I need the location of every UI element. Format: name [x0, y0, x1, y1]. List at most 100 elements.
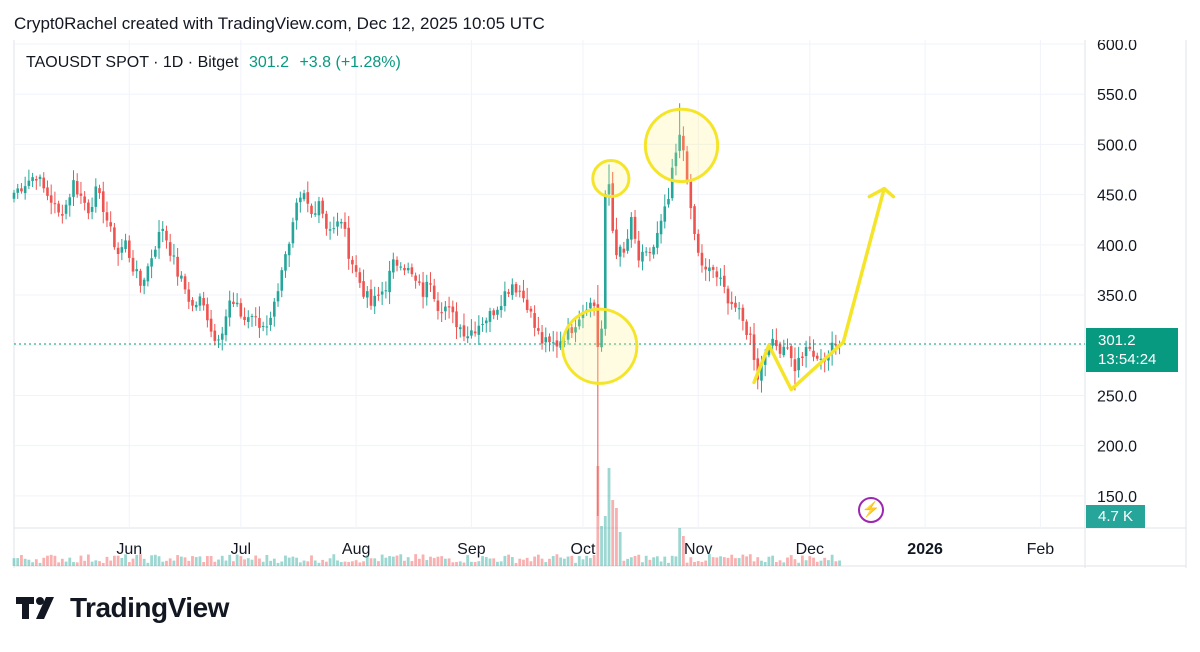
candle-body	[27, 180, 31, 186]
candle-body	[313, 213, 317, 215]
candle-body	[633, 216, 637, 239]
candle-body	[75, 181, 79, 195]
volume-bar	[760, 560, 763, 566]
candle-body	[358, 272, 362, 283]
volume-bar	[280, 561, 284, 566]
volume-bar	[804, 560, 808, 566]
candle-body	[191, 299, 194, 306]
candle-body	[462, 325, 466, 337]
candle-body	[209, 318, 213, 332]
candle-body	[611, 183, 615, 231]
volume-bar	[715, 557, 719, 566]
candle-body	[142, 279, 146, 286]
x-tick-label: Sep	[457, 541, 486, 558]
volume-bar	[187, 560, 191, 566]
volume-bar	[194, 557, 198, 566]
volume-bar	[663, 556, 667, 566]
volume-bar	[447, 558, 451, 566]
candle-body	[540, 332, 544, 344]
candle-body	[217, 339, 220, 341]
volume-bar	[388, 556, 391, 566]
volume-bar	[689, 557, 693, 566]
candle-body	[31, 177, 34, 182]
volume-bar	[291, 556, 295, 566]
y-tick-label: 400.0	[1097, 238, 1137, 255]
candle-body	[685, 151, 689, 181]
candle-body	[325, 213, 328, 229]
candle-body	[109, 222, 112, 227]
volume-bar	[626, 558, 629, 566]
volume-bar	[68, 557, 72, 566]
volume-bar	[533, 556, 537, 566]
lightning-icon[interactable]: ⚡	[858, 497, 884, 523]
volume-bar	[756, 557, 760, 566]
volume-bar	[295, 557, 299, 566]
volume-bar	[525, 557, 529, 566]
candle-body	[246, 317, 250, 322]
candle-body	[563, 341, 566, 343]
candle-body	[670, 167, 674, 199]
candle-body	[432, 285, 436, 300]
candle-body	[250, 315, 254, 317]
candle-body	[150, 258, 153, 267]
candle-body	[35, 179, 38, 181]
candle-body	[503, 291, 507, 307]
candlestick-chart[interactable]: 600.0550.0500.0450.0400.0350.0300.0250.0…	[0, 40, 1200, 568]
volume-bar	[655, 556, 659, 566]
volume-bar	[377, 561, 380, 566]
tradingview-logo[interactable]: TradingView	[16, 592, 229, 624]
chart-area[interactable]: 600.0550.0500.0450.0400.0350.0300.0250.0…	[0, 40, 1200, 568]
candle-body	[775, 340, 778, 347]
volume-bar	[53, 555, 57, 566]
candle-body	[98, 188, 101, 194]
candle-body	[682, 135, 685, 151]
volume-bar	[793, 559, 797, 566]
candle-body	[90, 206, 94, 212]
candle-body	[206, 304, 209, 321]
candle-body	[87, 202, 90, 214]
volume-bar	[838, 560, 841, 566]
candle-body	[522, 290, 525, 299]
candle-body	[377, 294, 380, 296]
volume-bar	[101, 562, 105, 566]
candle-body	[589, 302, 592, 309]
candle-body	[310, 205, 313, 214]
annotation-circle	[643, 107, 720, 184]
volume-bar	[79, 555, 83, 566]
volume-bar	[711, 557, 715, 566]
y-tick-label: 350.0	[1097, 288, 1137, 305]
candle-body	[607, 184, 611, 195]
volume-bar	[272, 558, 276, 566]
volume-bar	[607, 468, 611, 566]
volume-bar	[574, 562, 577, 566]
candle-body	[284, 254, 287, 271]
candle-body	[295, 202, 298, 221]
candle-body	[187, 289, 191, 302]
volume-bar	[681, 536, 685, 566]
candle-body	[343, 221, 347, 229]
candle-body	[444, 306, 447, 312]
volume-bar	[75, 562, 79, 566]
candle-body	[72, 180, 75, 197]
candle-body	[213, 330, 217, 341]
candle-body	[425, 281, 429, 298]
candle-body	[782, 346, 786, 356]
annotation-circle	[591, 158, 631, 199]
candle-body	[101, 191, 105, 213]
candle-body	[202, 298, 205, 306]
candle-body	[793, 359, 797, 372]
candle-body	[321, 200, 324, 214]
candle-body	[555, 340, 559, 347]
candle-body	[514, 283, 518, 293]
volume-bar	[819, 560, 823, 566]
candle-body	[224, 316, 228, 336]
y-tick-label: 600.0	[1097, 40, 1137, 54]
volume-bar	[589, 558, 592, 566]
candle-body	[648, 251, 652, 254]
volume-bar	[704, 560, 708, 566]
candle-body	[83, 196, 86, 203]
volume-bar	[228, 554, 232, 566]
volume-bar	[641, 562, 644, 566]
volume-bar	[139, 554, 142, 566]
volume-bar	[213, 561, 217, 566]
